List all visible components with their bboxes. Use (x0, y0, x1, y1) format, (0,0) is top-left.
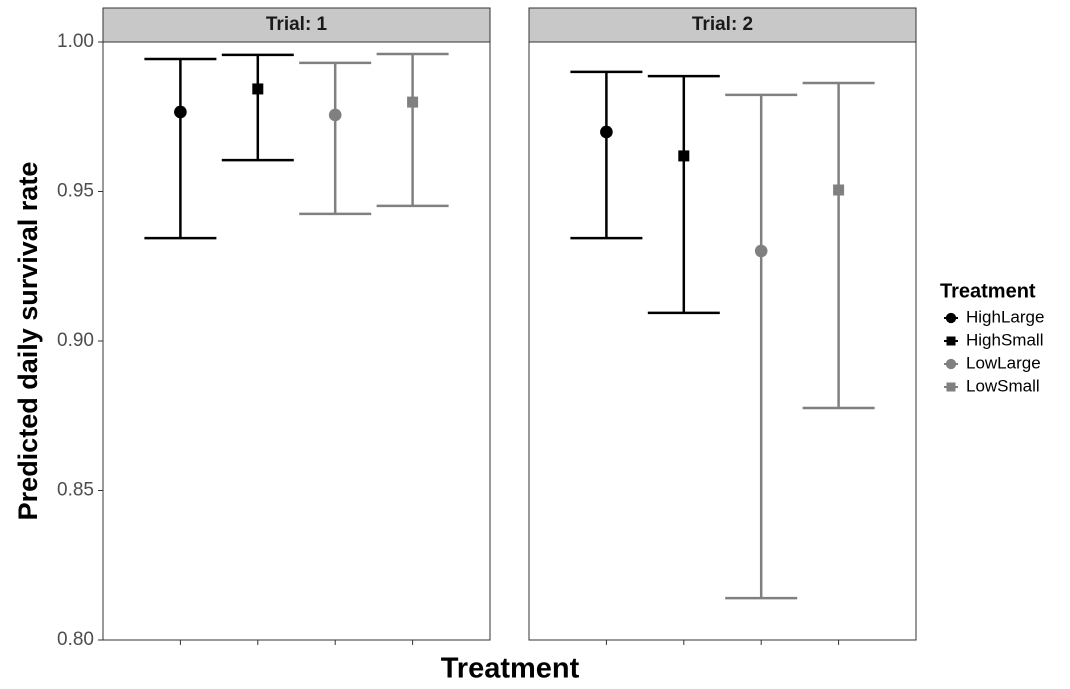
y-axis-title: Predicted daily survival rate (13, 162, 43, 521)
legend-label: LowSmall (966, 376, 1040, 395)
x-axis-title: Treatment (441, 653, 580, 685)
point (678, 150, 690, 162)
error-bar (221, 53, 294, 162)
panel (528, 41, 917, 641)
y-tick-label: 0.85 (57, 480, 94, 501)
error-bar (725, 93, 798, 600)
point (252, 83, 264, 95)
y-tick-label: 0.95 (57, 181, 94, 202)
error-bar (144, 57, 217, 240)
error-bar (299, 61, 372, 216)
error-bar (647, 74, 720, 315)
legend-label: HighLarge (966, 307, 1044, 326)
legend-label: HighSmall (966, 330, 1043, 349)
panel-title: Trial: 2 (692, 14, 753, 35)
y-tick-label: 1.00 (57, 31, 94, 52)
point (174, 105, 187, 119)
error-bar (376, 52, 449, 208)
panel-title: Trial: 1 (266, 14, 328, 35)
point (328, 108, 342, 122)
point (833, 184, 845, 196)
error-bar (802, 81, 875, 410)
y-tick-label: 0.90 (57, 330, 94, 351)
legend-title: Treatment (940, 280, 1036, 302)
error-bar (570, 70, 643, 240)
point (600, 125, 613, 139)
point (407, 96, 419, 108)
y-tick-label: 0.80 (57, 629, 94, 650)
point (754, 244, 768, 258)
legend-label: LowLarge (966, 353, 1041, 372)
strip (102, 7, 491, 43)
strip (528, 7, 917, 43)
panel (102, 41, 491, 641)
